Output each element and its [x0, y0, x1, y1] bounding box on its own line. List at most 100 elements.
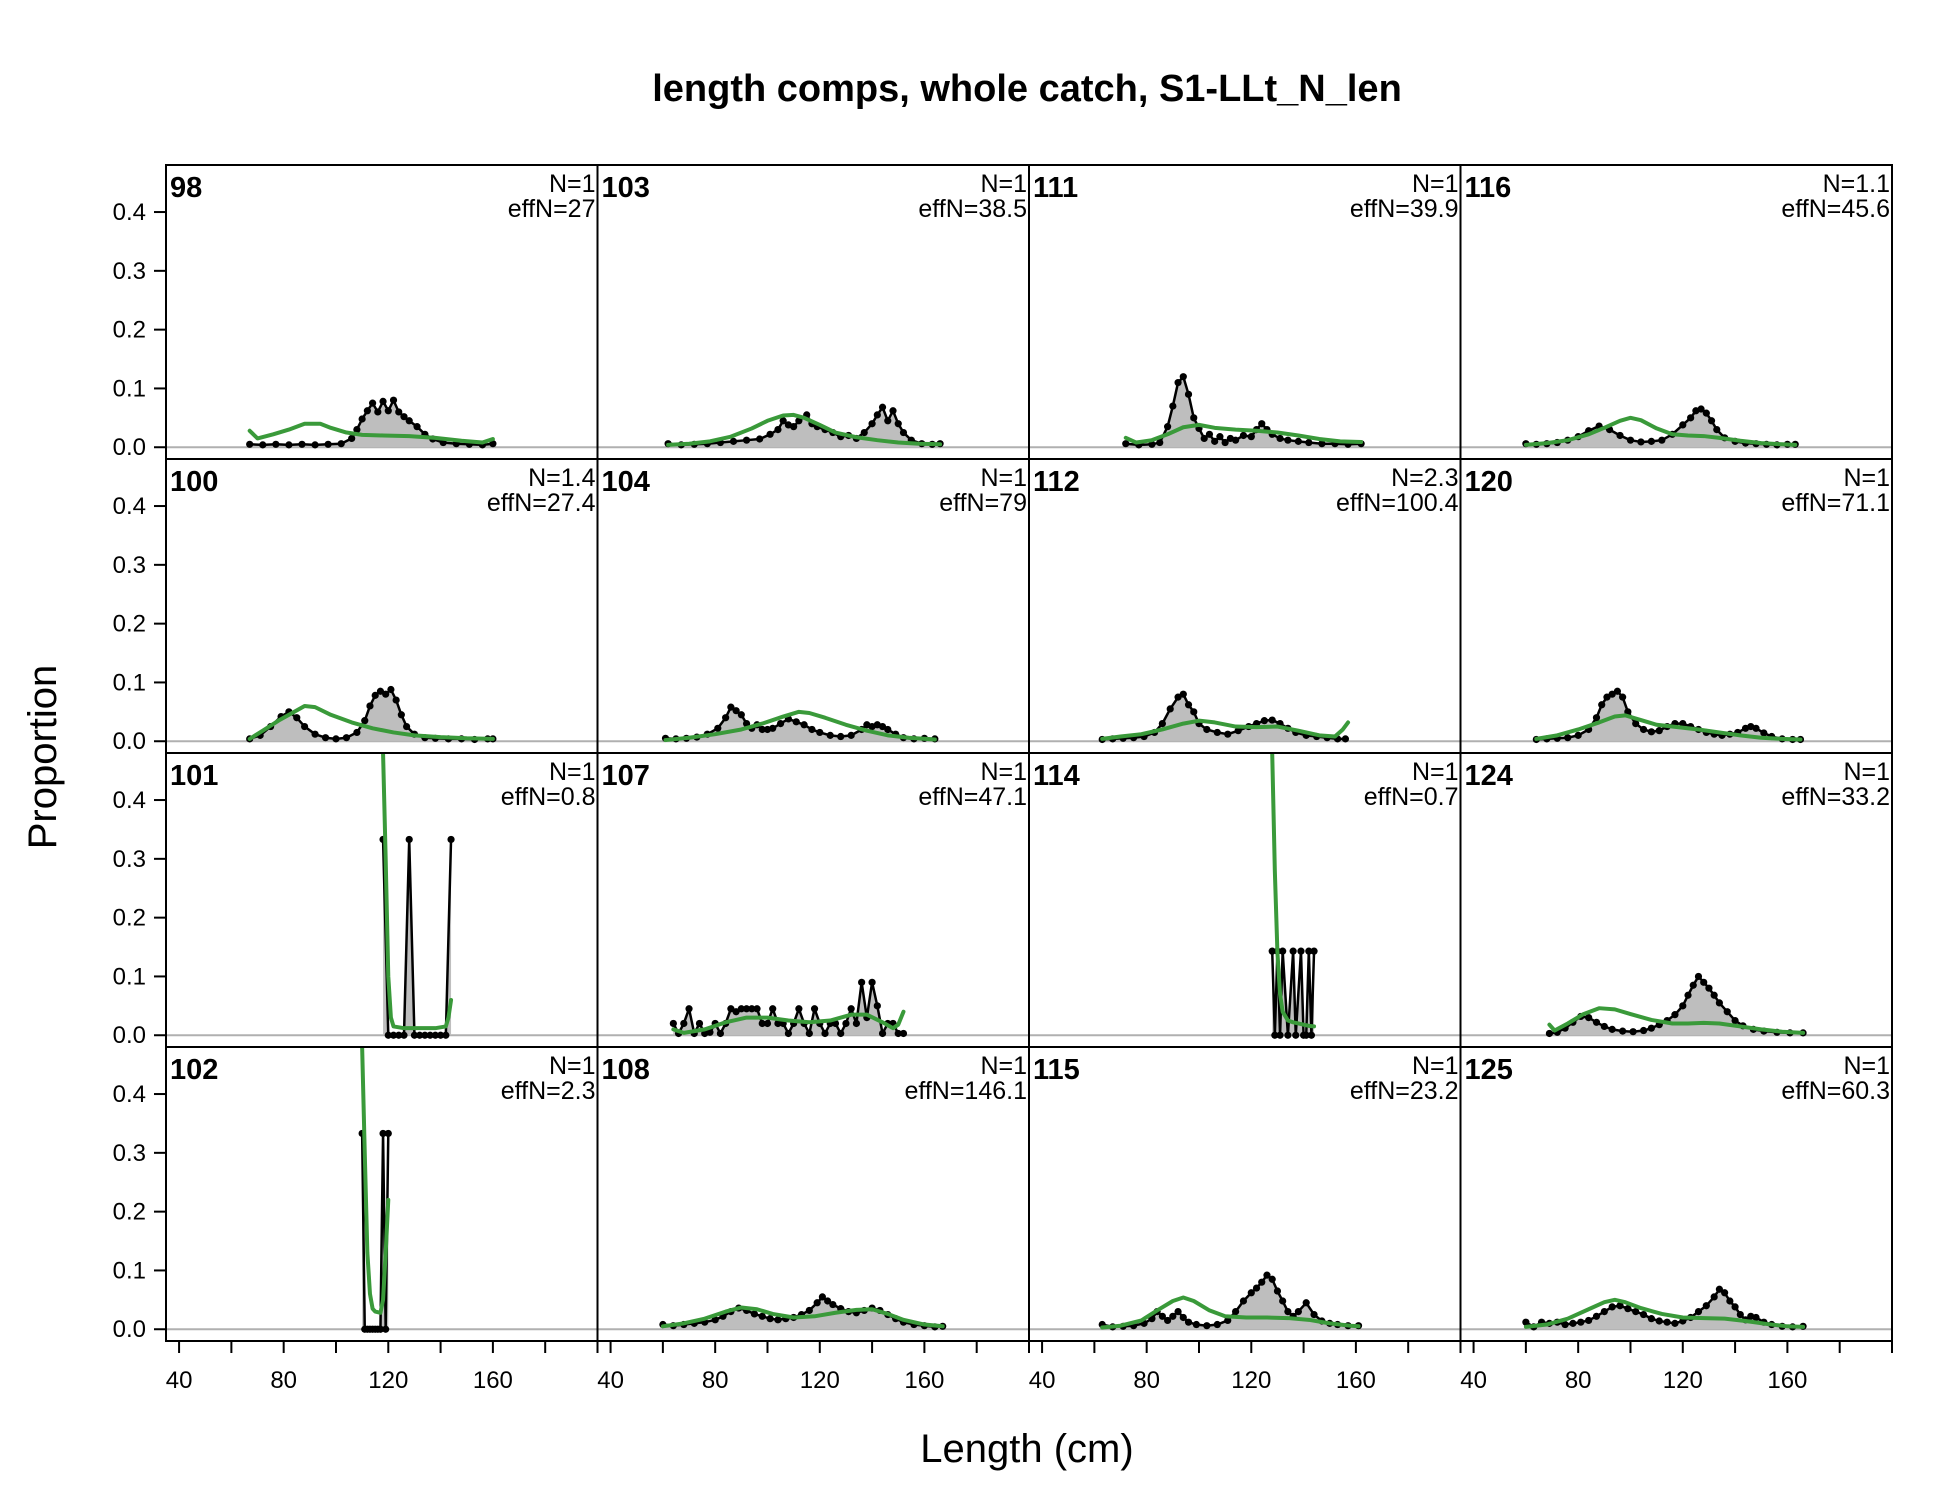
observed-point — [1305, 947, 1313, 955]
observed-point — [737, 711, 745, 719]
observed-point — [1260, 717, 1268, 725]
observed-point — [1629, 1028, 1637, 1036]
observed-point — [311, 441, 319, 449]
observed-point — [776, 720, 785, 728]
observed-point — [716, 1029, 725, 1038]
expected-line — [360, 1047, 391, 1315]
observed-point — [1184, 1318, 1193, 1326]
observed-point — [1294, 437, 1302, 445]
panel-effn-label: effN=79 — [939, 489, 1027, 517]
observed-point — [436, 1031, 445, 1039]
y-tick-label: 0.4 — [113, 493, 146, 520]
observed-point — [1613, 687, 1622, 695]
observed-point — [1297, 947, 1305, 955]
panel-effn-label: effN=0.7 — [1364, 783, 1459, 811]
y-tick-label: 0.2 — [113, 317, 146, 344]
observed-point — [1213, 728, 1221, 737]
observed-point — [1224, 1316, 1232, 1325]
observed-point — [1169, 402, 1177, 410]
observed-point — [816, 728, 824, 737]
observed-point — [1752, 724, 1760, 732]
observed-point — [1700, 978, 1708, 986]
x-tick-label: 120 — [1663, 1367, 1703, 1394]
observed-point — [447, 835, 455, 844]
observed-point — [818, 1293, 827, 1301]
observed-point — [442, 1031, 450, 1039]
observed-point — [1231, 1308, 1240, 1316]
observed-point — [1647, 437, 1656, 445]
observed-point — [358, 415, 366, 423]
observed-point — [1200, 434, 1208, 443]
panel-n-label: N=1 — [549, 758, 596, 786]
observed-point — [1598, 701, 1606, 709]
observed-point — [722, 714, 730, 722]
x-tick-label: 120 — [368, 1367, 408, 1394]
observed-point — [1632, 1308, 1640, 1316]
y-tick-label: 0.3 — [113, 1140, 146, 1167]
observed-point — [810, 1005, 819, 1013]
observed-point — [1179, 690, 1187, 698]
observed-area — [249, 400, 493, 448]
observed-point — [1302, 1299, 1310, 1307]
x-tick-label: 160 — [904, 1367, 944, 1394]
observed-point — [837, 1029, 845, 1038]
panel-n-label: N=1 — [980, 464, 1027, 492]
panel-n-label: N=1 — [1412, 758, 1459, 786]
observed-point — [389, 396, 398, 404]
observed-point — [758, 1312, 766, 1320]
observed-point — [384, 1031, 392, 1039]
observed-point — [1247, 433, 1255, 441]
observed-point — [1639, 1026, 1648, 1035]
observed-point — [1239, 431, 1248, 440]
expected-line — [1100, 1295, 1361, 1330]
observed-point — [489, 440, 497, 448]
observed-point — [1705, 984, 1713, 992]
observed-point — [337, 440, 345, 448]
observed-point — [714, 724, 722, 732]
observed-point — [1694, 972, 1703, 981]
observed-point — [431, 1031, 439, 1039]
observed-point — [392, 696, 400, 704]
observed-line — [667, 406, 941, 447]
y-tick-label: 0.0 — [113, 1022, 146, 1049]
observed-point — [899, 428, 908, 437]
panel-label: 100 — [170, 466, 218, 498]
observed-point — [766, 1315, 774, 1323]
observed-area — [1536, 691, 1801, 742]
observed-point — [737, 1005, 745, 1013]
observed-point — [395, 1031, 403, 1039]
observed-point — [1122, 440, 1130, 448]
observed-point — [1203, 1322, 1211, 1330]
panel-n-label: N=1 — [980, 170, 1027, 198]
y-tick-label: 0.2 — [113, 611, 146, 638]
panel-label: 104 — [602, 466, 650, 498]
observed-point — [366, 702, 374, 710]
observed-point — [680, 1019, 688, 1028]
observed-point — [1713, 426, 1721, 434]
observed-point — [1213, 1320, 1221, 1329]
observed-point — [301, 722, 309, 731]
y-tick-label: 0.2 — [113, 1199, 146, 1226]
observed-point — [1731, 1303, 1739, 1311]
observed-point — [353, 426, 361, 434]
panel-n-label: N=1 — [1843, 464, 1890, 492]
observed-point — [1318, 440, 1326, 448]
observed-point — [1258, 420, 1266, 428]
observed-point — [769, 1005, 777, 1013]
observed-point — [1263, 1271, 1271, 1279]
observed-point — [382, 690, 390, 698]
observed-point — [826, 731, 834, 739]
observed-point — [1639, 725, 1648, 734]
panel-n-label: N=1.1 — [1823, 170, 1890, 198]
observed-point — [1239, 1297, 1248, 1305]
observed-point — [376, 1325, 385, 1333]
y-tick-label: 0.3 — [113, 846, 146, 873]
observed-point — [1600, 1022, 1608, 1031]
observed-point — [1726, 1297, 1734, 1305]
observed-point — [1679, 1002, 1687, 1010]
observed-point — [1564, 734, 1572, 742]
panel-label: 116 — [1465, 172, 1512, 204]
x-tick-label: 160 — [1336, 1367, 1376, 1394]
